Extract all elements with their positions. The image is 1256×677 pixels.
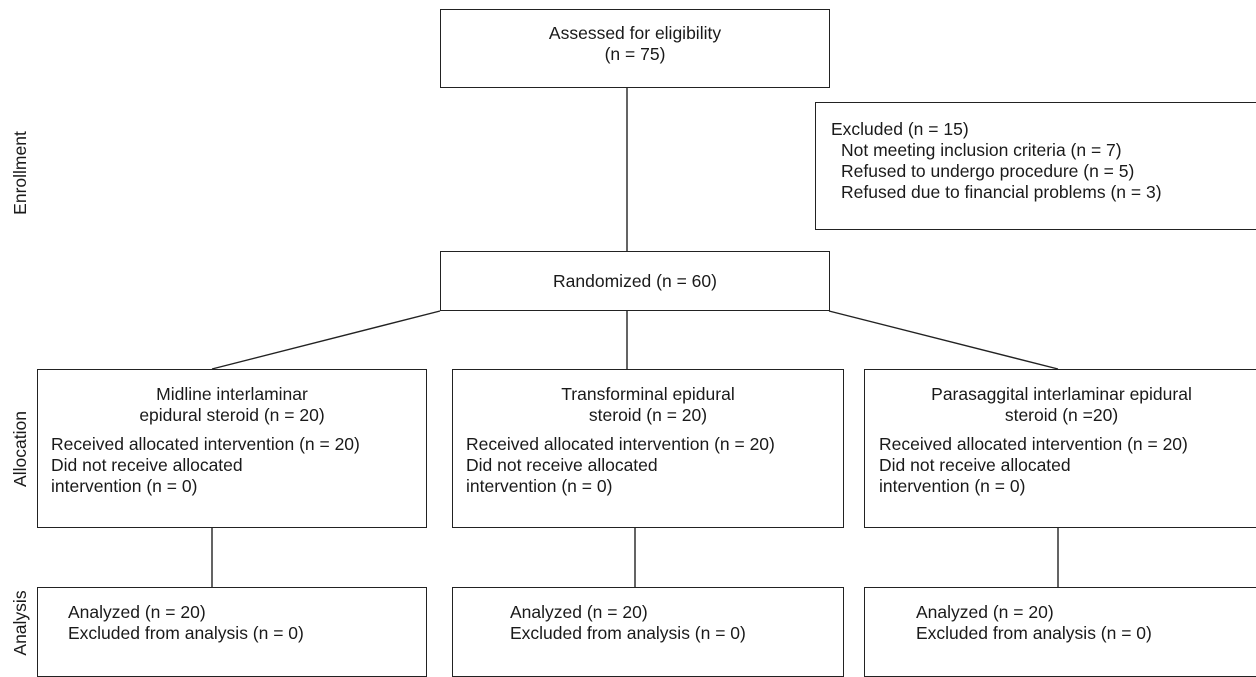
assessed-count: (n = 75): [604, 44, 666, 64]
analyzed-count: Analyzed (n = 20): [916, 602, 1054, 622]
connector-lines: [211, 88, 1059, 587]
stage-label-allocation: Allocation: [10, 411, 30, 487]
not-received-intervention: Did not receive allocated: [466, 455, 658, 475]
group-title: epidural steroid (n = 20): [139, 405, 325, 425]
group-title: steroid (n =20): [1004, 405, 1119, 425]
analysis-box-midline: Analyzed (n = 20) Excluded from analysis…: [37, 587, 427, 677]
assessed-box: Assessed for eligibility (n = 75): [440, 9, 830, 88]
not-received-intervention: intervention (n = 0): [51, 476, 198, 496]
excluded-reason: Not meeting inclusion criteria (n = 7): [841, 140, 1122, 160]
group-title: Midline interlaminar: [156, 384, 308, 404]
connector-randomized-left: [211, 310, 441, 370]
allocation-box-parasagittal: Parasaggital interlaminar epidural stero…: [864, 369, 1256, 528]
received-intervention: Received allocated intervention (n = 20): [879, 434, 1188, 454]
stage-label-enrollment: Enrollment: [10, 131, 30, 215]
not-received-intervention: Did not receive allocated: [879, 455, 1071, 475]
excluded-reason: Refused to undergo procedure (n = 5): [841, 161, 1135, 181]
received-intervention: Received allocated intervention (n = 20): [51, 434, 360, 454]
randomized-label: Randomized (n = 60): [553, 271, 717, 291]
received-intervention: Received allocated intervention (n = 20): [466, 434, 775, 454]
group-title: Transforminal epidural: [561, 384, 735, 404]
analysis-box-parasagittal: Analyzed (n = 20) Excluded from analysis…: [864, 587, 1256, 677]
excluded-from-analysis: Excluded from analysis (n = 0): [510, 623, 746, 643]
group-title: Parasaggital interlaminar epidural: [931, 384, 1192, 404]
group-title: steroid (n = 20): [588, 405, 708, 425]
not-received-intervention: intervention (n = 0): [879, 476, 1026, 496]
not-received-intervention: intervention (n = 0): [466, 476, 613, 496]
stage-label-analysis: Analysis: [10, 590, 30, 656]
connector-randomized-right: [828, 310, 1059, 370]
allocation-box-transforaminal: Transforminal epidural steroid (n = 20) …: [452, 369, 844, 528]
randomized-box: Randomized (n = 60): [440, 251, 830, 311]
analyzed-count: Analyzed (n = 20): [68, 602, 206, 622]
excluded-from-analysis: Excluded from analysis (n = 0): [916, 623, 1152, 643]
excluded-title: Excluded (n = 15): [831, 119, 969, 139]
excluded-box: Excluded (n = 15) Not meeting inclusion …: [815, 102, 1256, 230]
excluded-from-analysis: Excluded from analysis (n = 0): [68, 623, 304, 643]
analyzed-count: Analyzed (n = 20): [510, 602, 648, 622]
excluded-reason: Refused due to financial problems (n = 3…: [841, 182, 1162, 202]
not-received-intervention: Did not receive allocated: [51, 455, 243, 475]
allocation-box-midline: Midline interlaminar epidural steroid (n…: [37, 369, 427, 528]
analysis-box-transforaminal: Analyzed (n = 20) Excluded from analysis…: [452, 587, 844, 677]
assessed-label: Assessed for eligibility: [548, 23, 722, 43]
